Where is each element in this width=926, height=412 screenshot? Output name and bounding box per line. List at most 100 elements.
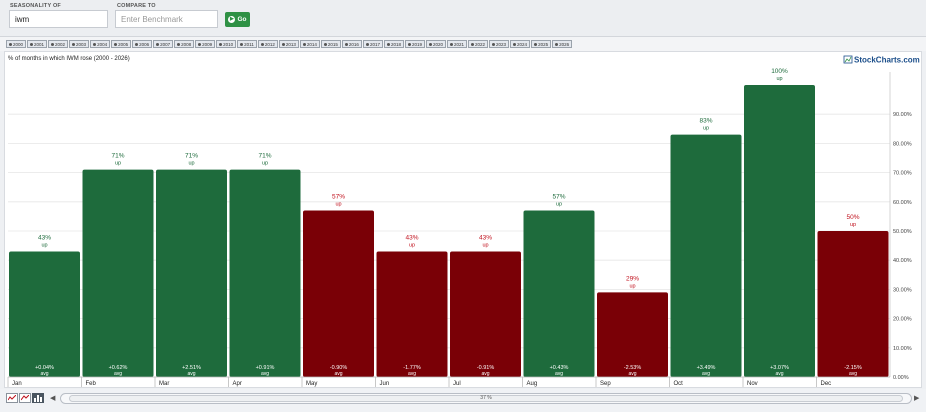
bar[interactable] — [670, 134, 742, 377]
x-tick-label: Mar — [159, 381, 169, 387]
bar[interactable] — [229, 169, 301, 377]
year-label: 2003 — [76, 41, 87, 47]
up-label: up — [850, 222, 856, 228]
year-dot-icon — [93, 42, 97, 46]
bar[interactable] — [156, 169, 227, 377]
go-button[interactable]: ▶ Go — [225, 12, 250, 27]
year-chip[interactable]: 2006 — [132, 40, 153, 48]
year-chip[interactable]: 2009 — [195, 40, 216, 48]
zoom-scrollbar[interactable]: 37 % — [60, 393, 912, 404]
year-chip[interactable]: 2005 — [111, 40, 132, 48]
scroll-left-icon[interactable]: ◀ — [50, 395, 56, 402]
percent-label: 71% — [185, 153, 198, 160]
year-label: 2004 — [97, 41, 108, 47]
y-tick-label: 10.00% — [893, 346, 912, 352]
up-label: up — [629, 283, 635, 289]
year-label: 2001 — [34, 41, 45, 47]
year-chip[interactable]: 2019 — [404, 40, 425, 48]
year-chip[interactable]: 2023 — [489, 40, 510, 48]
avg-value-label: -2.53% — [624, 365, 642, 371]
year-dot-icon — [323, 42, 327, 46]
year-chip[interactable]: 2011 — [237, 40, 257, 48]
year-chip-row: 2000 2001 2002 2003 2004 2005 2006 2007 2008 2009… — [6, 40, 573, 48]
avg-value-label: +0.91% — [256, 365, 275, 371]
avg-word-label: avg — [702, 371, 710, 377]
x-tick-label: Jul — [453, 381, 461, 387]
year-chip[interactable]: 2021 — [447, 40, 468, 48]
x-tick-label: Dec — [821, 381, 832, 387]
year-dot-icon — [492, 42, 496, 46]
bar-chart-toggle[interactable] — [32, 393, 44, 403]
year-chip[interactable]: 2025 — [531, 40, 552, 48]
line-chart-toggle[interactable] — [6, 393, 18, 403]
avg-value-label: -0.90% — [330, 365, 348, 371]
year-dot-icon — [177, 42, 181, 46]
year-label: 2013 — [285, 41, 296, 47]
year-label: 2017 — [369, 41, 380, 47]
x-tick-label: Aug — [527, 381, 538, 387]
benchmark-input[interactable] — [115, 10, 218, 28]
avg-word-label: avg — [408, 371, 416, 377]
scroll-right-icon[interactable]: ▶ — [914, 395, 920, 402]
year-dot-icon — [450, 42, 453, 46]
chart-svg: 43%up+0.04%avg71%up+0.62%avg71%up+2.51%a… — [7, 56, 920, 387]
year-chip[interactable]: 2007 — [153, 40, 174, 48]
year-label: 2007 — [160, 41, 171, 47]
year-chip[interactable]: 2017 — [362, 40, 383, 48]
year-label: 2005 — [118, 41, 129, 47]
seasonality-label: SEASONALITY OF — [10, 3, 61, 9]
bar[interactable] — [303, 210, 374, 377]
year-chip[interactable]: 2013 — [278, 40, 299, 48]
year-label: 2021 — [454, 41, 465, 47]
bar[interactable] — [376, 251, 448, 377]
year-chip[interactable]: 2003 — [69, 40, 90, 48]
avg-value-label: -2.15% — [844, 365, 862, 371]
bar-chart-icon — [34, 394, 42, 402]
avg-word-label: avg — [114, 371, 122, 377]
year-chip[interactable]: 2018 — [383, 40, 404, 48]
year-chip[interactable]: 2016 — [341, 40, 362, 48]
year-chip[interactable]: 2008 — [174, 40, 195, 48]
avg-word-label: avg — [775, 371, 783, 377]
compare-label: COMPARE TO — [117, 3, 156, 9]
year-dot-icon — [555, 42, 559, 46]
bar[interactable] — [523, 210, 595, 377]
year-chip[interactable]: 2012 — [257, 40, 278, 48]
bar[interactable] — [744, 85, 815, 377]
year-chip[interactable]: 2024 — [510, 40, 531, 48]
chart-title: % of months in which IWM rose (2000 - 20… — [8, 56, 130, 62]
up-label: up — [115, 161, 121, 167]
year-chip[interactable]: 2015 — [320, 40, 341, 48]
year-chip[interactable]: 2000 — [6, 40, 27, 48]
bar[interactable] — [82, 169, 154, 377]
year-dot-icon — [428, 42, 432, 46]
percent-label: 43% — [405, 234, 418, 241]
bar[interactable] — [597, 292, 668, 377]
avg-word-label: avg — [555, 371, 563, 377]
year-chip[interactable]: 2002 — [48, 40, 69, 48]
area-chart-icon — [21, 395, 29, 401]
year-chip[interactable]: 2010 — [216, 40, 237, 48]
year-chip[interactable]: 2022 — [468, 40, 489, 48]
scrollbar-thumb[interactable] — [69, 395, 903, 402]
year-label: 2002 — [55, 41, 66, 47]
up-label: up — [703, 126, 709, 132]
year-dot-icon — [219, 42, 223, 46]
bar[interactable] — [450, 251, 521, 377]
year-chip[interactable]: 2014 — [299, 40, 320, 48]
year-chip[interactable]: 2026 — [552, 40, 573, 48]
year-label: 2014 — [306, 41, 317, 47]
year-label: 2012 — [264, 41, 275, 47]
year-chip[interactable]: 2004 — [90, 40, 111, 48]
year-chip[interactable]: 2020 — [425, 40, 446, 48]
year-label: 2023 — [496, 41, 507, 47]
percent-label: 71% — [258, 153, 271, 160]
avg-value-label: +0.43% — [550, 365, 569, 371]
area-chart-toggle[interactable] — [19, 393, 31, 403]
y-tick-label: 80.00% — [893, 141, 912, 147]
symbol-input[interactable] — [9, 10, 108, 28]
year-chip[interactable]: 2001 — [27, 40, 48, 48]
bar[interactable] — [817, 231, 889, 377]
bar[interactable] — [9, 251, 80, 377]
avg-value-label: -0.91% — [477, 365, 495, 371]
